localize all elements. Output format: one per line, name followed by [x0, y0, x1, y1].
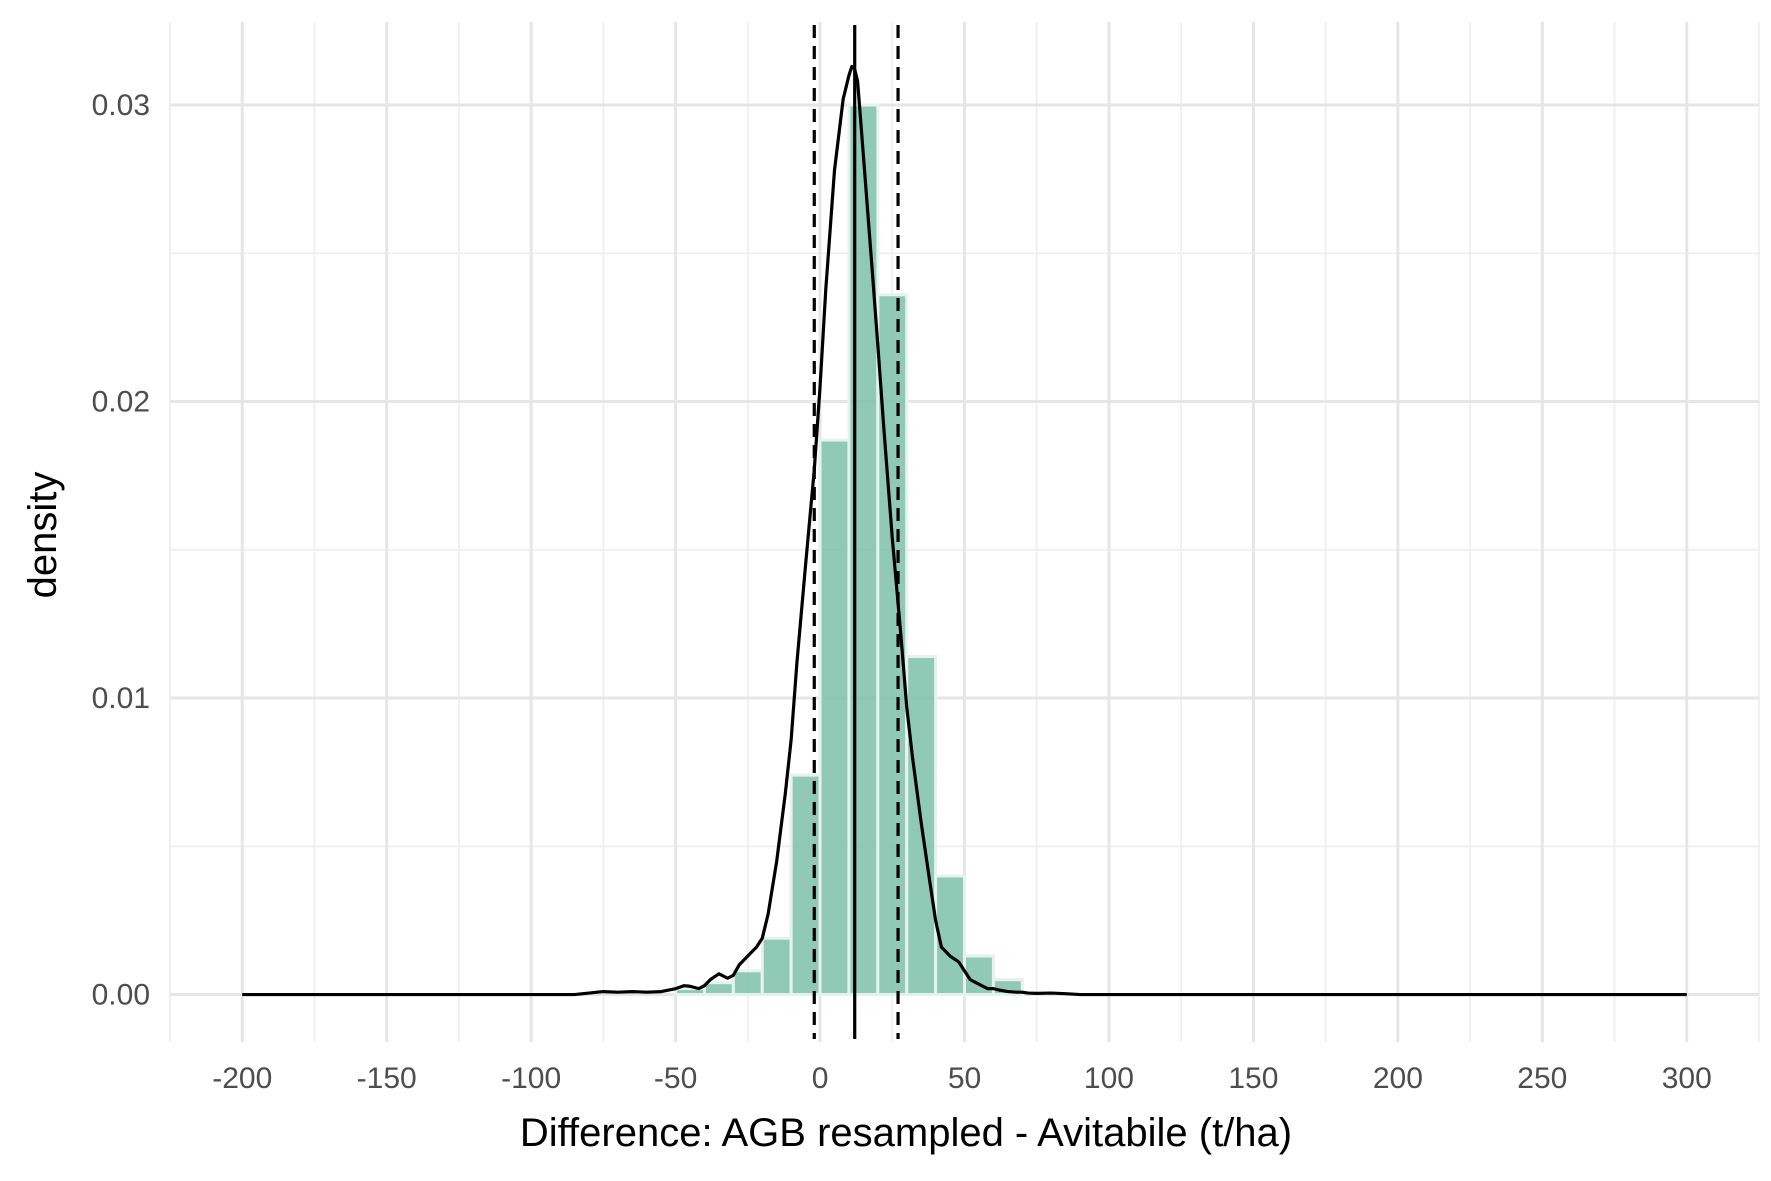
reference-lines: [812, 24, 900, 1040]
y-tick-label-0: 0.00: [92, 979, 150, 1012]
x-axis-tick-labels: -200 -150 -100 -50 0 50 100 150 200 250 300: [212, 1062, 1712, 1095]
x-tick-label-9: 250: [1517, 1062, 1567, 1095]
x-tick-label-6: 100: [1084, 1062, 1134, 1095]
histogram-bar-5: [818, 438, 851, 997]
x-axis-title: Difference: AGB resampled - Avitabile (t…: [520, 1111, 1292, 1155]
x-tick-label-0: -200: [212, 1062, 272, 1095]
histogram-bar-3: [760, 936, 793, 997]
x-tick-label-7: 150: [1228, 1062, 1278, 1095]
y-tick-label-1: 0.01: [92, 682, 150, 715]
x-tick-label-10: 300: [1662, 1062, 1712, 1095]
x-tick-label-8: 200: [1373, 1062, 1423, 1095]
x-tick-label-3: -50: [654, 1062, 697, 1095]
y-tick-label-2: 0.02: [92, 386, 150, 419]
x-tick-label-4: 0: [812, 1062, 829, 1095]
y-axis-tick-labels: 0.00 0.01 0.02 0.03: [92, 89, 150, 1012]
y-axis-title: density: [21, 472, 65, 599]
density-curve: [242, 64, 1687, 997]
x-tick-label-2: -100: [501, 1062, 561, 1095]
histogram-bar-2: [731, 969, 764, 997]
x-tick-label-1: -150: [357, 1062, 417, 1095]
x-tick-label-5: 50: [948, 1062, 981, 1095]
histogram-bar-1: [702, 981, 735, 997]
y-tick-label-3: 0.03: [92, 89, 150, 122]
